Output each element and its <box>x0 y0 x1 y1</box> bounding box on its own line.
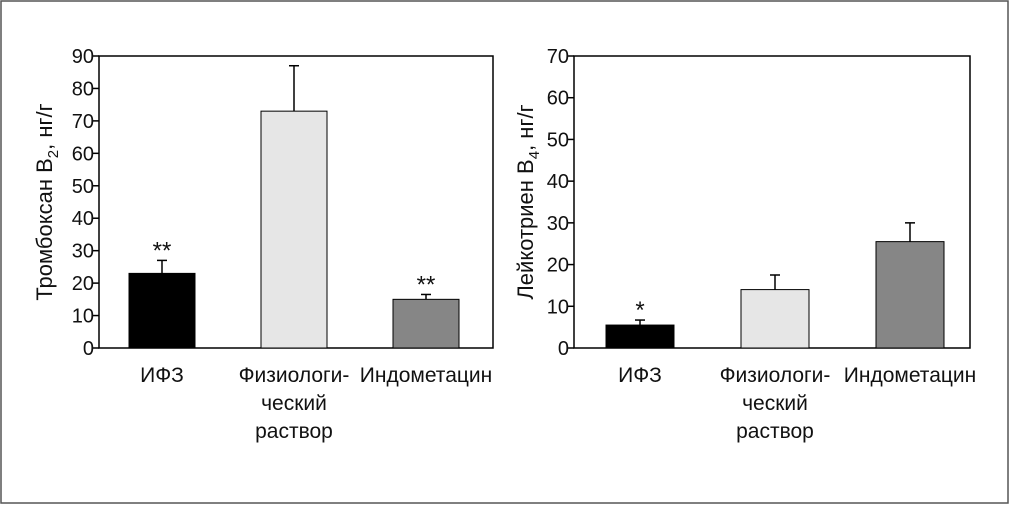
y-tick-label: 10 <box>547 296 569 318</box>
y-tick-label: 70 <box>547 46 569 68</box>
y-tick-label: 50 <box>72 176 94 198</box>
bar <box>740 289 810 349</box>
y-tick-label: 80 <box>72 78 94 100</box>
category-label: Индометацин <box>844 364 976 387</box>
category-label: ческий <box>742 392 808 415</box>
category-label: Индометацин <box>360 364 492 387</box>
leukotriene-chart: 0 10 20 30 40 50 60 70 Лейкотриен В4, нг/г * ИФЗ Фи… <box>513 46 976 443</box>
significance-marker: ** <box>153 237 172 264</box>
y-tick-label: 60 <box>547 88 569 110</box>
category-label: ческий <box>261 392 327 415</box>
thromboxane-chart: 0 10 20 30 40 50 60 70 80 90 Тромбоксан В2, нг/г **… <box>32 46 494 443</box>
y-tick-label: 90 <box>72 46 94 68</box>
y-tick-label: 10 <box>72 306 94 328</box>
y-axis-label-unit: , нг/г <box>513 104 538 151</box>
y-axis-label-main: Тромбоксан В <box>32 158 57 300</box>
y-tick-label: 20 <box>72 273 94 295</box>
y-axis-label: Тромбоксан В2, нг/г <box>32 103 62 300</box>
y-axis-label-main: Лейкотриен В <box>513 159 538 299</box>
y-axis-label-subscript: 2 <box>45 150 62 158</box>
y-tick-label: 40 <box>72 208 94 230</box>
y-tick-label: 30 <box>72 241 94 263</box>
significance-marker: ** <box>417 271 436 298</box>
y-axis-label: Лейкотриен В4, нг/г <box>513 104 543 299</box>
y-axis-label-unit: , нг/г <box>32 103 57 150</box>
y-tick-label: 20 <box>547 255 569 277</box>
bar <box>128 272 196 349</box>
bar <box>875 241 945 349</box>
category-label: Физиологи- <box>720 364 831 387</box>
y-axis-label-subscript: 4 <box>526 151 543 159</box>
bar <box>605 324 675 349</box>
y-tick-label: 40 <box>547 171 569 193</box>
y-tick-label: 0 <box>558 338 569 360</box>
category-label: ИФЗ <box>140 364 184 387</box>
bar <box>392 298 460 349</box>
y-tick-label: 50 <box>547 129 569 151</box>
y-tick-label: 60 <box>72 143 94 165</box>
y-tick-label: 30 <box>547 213 569 235</box>
category-label: Физиологи- <box>239 364 350 387</box>
category-label: ИФЗ <box>618 364 662 387</box>
y-tick-label: 0 <box>83 338 94 360</box>
category-label: раствор <box>736 420 814 443</box>
significance-marker: * <box>635 297 644 324</box>
bar <box>260 110 328 349</box>
category-label: раствор <box>255 420 333 443</box>
y-tick-label: 70 <box>72 111 94 133</box>
